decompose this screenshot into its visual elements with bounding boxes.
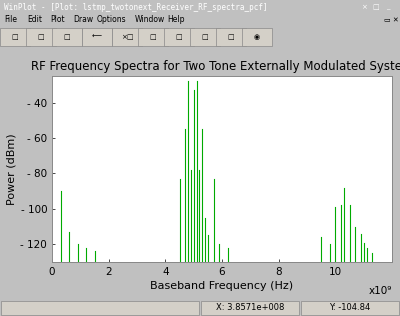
Text: Window: Window bbox=[134, 15, 165, 25]
FancyBboxPatch shape bbox=[138, 28, 168, 46]
FancyBboxPatch shape bbox=[242, 28, 272, 46]
Text: ▭ ✕: ▭ ✕ bbox=[384, 17, 399, 23]
Title: RF Frequency Spectra for Two Tone Externally Modulated System: RF Frequency Spectra for Two Tone Extern… bbox=[31, 60, 400, 73]
Y-axis label: Power (dBm): Power (dBm) bbox=[6, 133, 16, 205]
FancyBboxPatch shape bbox=[0, 28, 30, 46]
Text: □: □ bbox=[64, 34, 70, 40]
Text: ◉: ◉ bbox=[254, 34, 260, 40]
Text: □: □ bbox=[176, 34, 182, 40]
Text: WinPlot - [Plot: lstmp_twotonext_Receiver_RF_spectra_pcf]: WinPlot - [Plot: lstmp_twotonext_Receive… bbox=[4, 3, 268, 11]
Text: Edit: Edit bbox=[27, 15, 42, 25]
Text: Plot: Plot bbox=[50, 15, 65, 25]
FancyBboxPatch shape bbox=[164, 28, 194, 46]
X-axis label: Baseband Frequency (Hz): Baseband Frequency (Hz) bbox=[150, 281, 294, 291]
Text: □: □ bbox=[228, 34, 234, 40]
Text: ×: × bbox=[361, 4, 367, 10]
Text: □: □ bbox=[38, 34, 44, 40]
FancyBboxPatch shape bbox=[190, 28, 220, 46]
Text: Help: Help bbox=[167, 15, 185, 25]
Text: ×□: ×□ bbox=[120, 34, 133, 40]
Text: X: 3.8571e+008: X: 3.8571e+008 bbox=[216, 303, 284, 313]
Text: Y: -104.84: Y: -104.84 bbox=[329, 303, 371, 313]
FancyBboxPatch shape bbox=[82, 28, 112, 46]
Text: □: □ bbox=[373, 4, 379, 10]
Text: File: File bbox=[4, 15, 17, 25]
FancyBboxPatch shape bbox=[216, 28, 246, 46]
Text: □: □ bbox=[150, 34, 156, 40]
Text: x10⁹: x10⁹ bbox=[369, 286, 392, 296]
Bar bbox=[301, 301, 399, 315]
Text: □: □ bbox=[12, 34, 18, 40]
FancyBboxPatch shape bbox=[112, 28, 142, 46]
Text: _: _ bbox=[386, 4, 390, 10]
Text: Options: Options bbox=[97, 15, 126, 25]
Bar bbox=[201, 301, 299, 315]
Text: □: □ bbox=[202, 34, 208, 40]
FancyBboxPatch shape bbox=[26, 28, 56, 46]
Text: Draw: Draw bbox=[74, 15, 94, 25]
FancyBboxPatch shape bbox=[52, 28, 82, 46]
Text: ⟵: ⟵ bbox=[92, 34, 102, 40]
Bar bbox=[1, 301, 199, 315]
